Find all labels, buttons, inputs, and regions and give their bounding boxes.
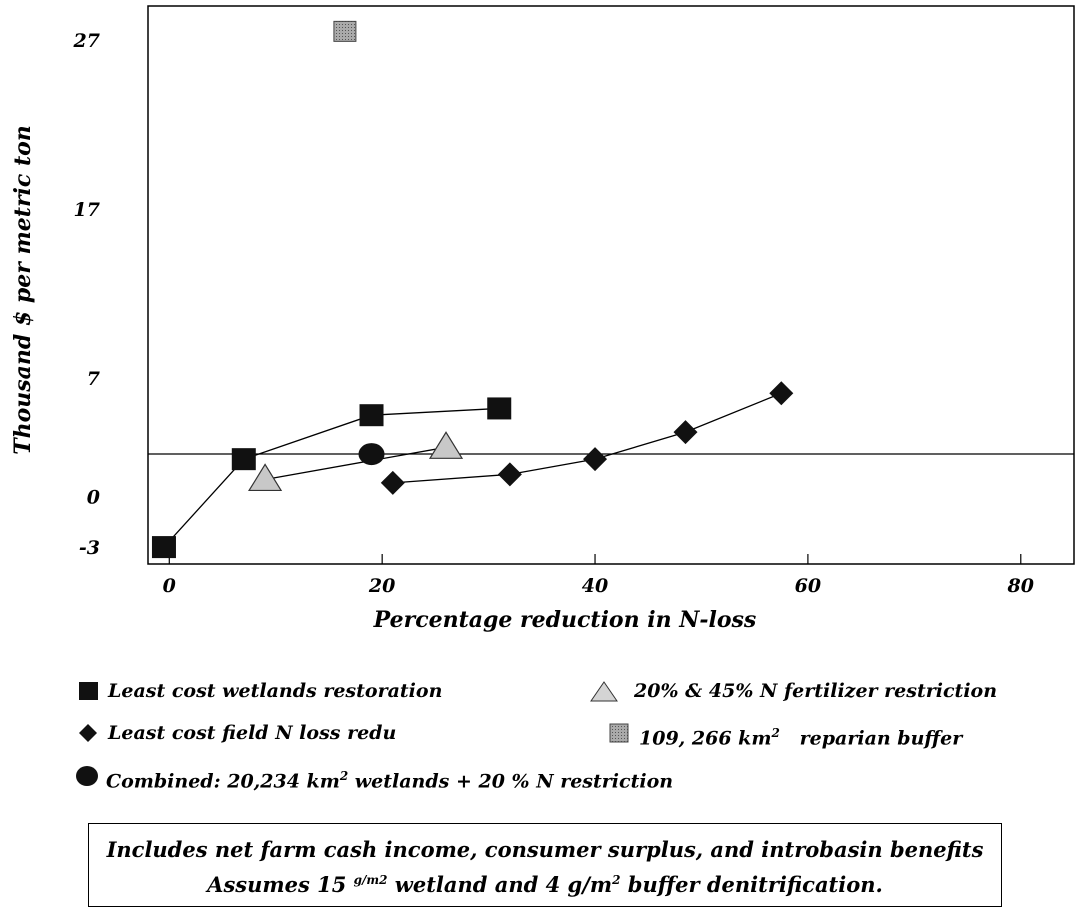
x-axis-title: Percentage reduction in N-loss [373, 607, 757, 633]
x-tick-label: 40 [582, 575, 608, 597]
data-point-diamond [583, 447, 608, 472]
note-line-1: Includes net farm cash income, consumer … [106, 837, 984, 862]
data-point-diamond [769, 381, 794, 406]
series-line-2 [264, 446, 447, 481]
data-point-triangle [248, 463, 283, 492]
data-point-square [151, 536, 176, 559]
plot-frame [147, 5, 1075, 565]
series-line-1 [392, 392, 782, 484]
series-lines [163, 392, 782, 548]
data-point-hatched-square [333, 20, 357, 42]
legend-label-field: Least cost field N loss redu [108, 722, 397, 744]
diamond-marker-icon [79, 724, 97, 742]
data-marks [151, 20, 794, 559]
x-tick-label: 80 [1007, 575, 1034, 597]
y-axis-title: Thousand $ per metric ton [10, 125, 36, 455]
legend-label-buffer: 109, 266 km2 reparian buffer [639, 726, 963, 750]
data-point-diamond [497, 462, 522, 487]
data-point-diamond [380, 470, 405, 495]
data-point-square [487, 397, 512, 420]
data-point-triangle [428, 431, 464, 459]
data-point-diamond [673, 420, 698, 445]
axis-ticks: 0 20 40 60 80 27 17 7 0 -3 [73, 30, 1034, 597]
y-tick-label: 7 [87, 368, 100, 390]
x-tick-label: 20 [368, 575, 395, 597]
hatched-square-marker-icon [609, 723, 629, 743]
legend-label-wetlands: Least cost wetlands restoration [108, 680, 443, 702]
note-line-2: Assumes 15 g/m2 wetland and 4 g/m2 buffe… [207, 872, 883, 897]
y-tick-label: -3 [79, 537, 100, 559]
square-marker-icon [79, 682, 98, 700]
circle-marker-icon [76, 766, 98, 786]
triangle-marker-icon [590, 681, 618, 702]
data-point-square [231, 448, 256, 471]
x-tick-label: 0 [163, 575, 176, 597]
data-point-circle [358, 443, 385, 466]
note-box: Includes net farm cash income, consumer … [88, 823, 1002, 907]
legend-label-combined: Combined: 20,234 km2 wetlands + 20 % N r… [106, 769, 674, 793]
y-tick-label: 17 [74, 199, 100, 221]
series-line-0 [163, 407, 500, 548]
y-tick-label: 27 [73, 30, 100, 52]
legend-label-fertilizer: 20% & 45% N fertilizer restriction [634, 680, 998, 702]
chart: 0 20 40 60 80 27 17 7 0 -3 Percentage reduction i… [10, 5, 1075, 633]
data-point-square [359, 404, 384, 427]
x-tick-label: 60 [795, 575, 821, 597]
y-tick-label: 0 [87, 486, 100, 508]
